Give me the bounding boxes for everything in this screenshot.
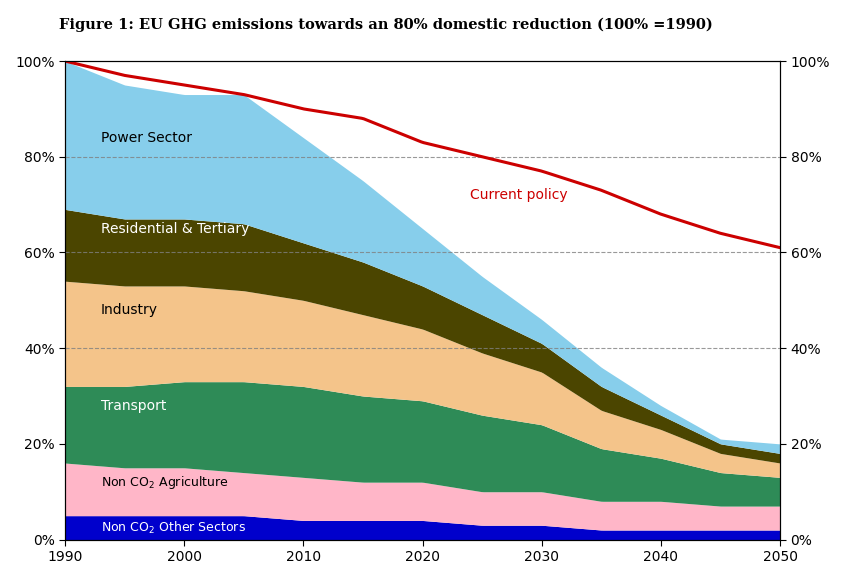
Text: Power Sector: Power Sector (100, 131, 192, 145)
Text: Residential & Tertiary: Residential & Tertiary (100, 222, 249, 236)
Text: Current policy: Current policy (469, 188, 567, 202)
Text: Non CO$_2$ Other Sectors: Non CO$_2$ Other Sectors (100, 519, 246, 536)
Text: Non CO$_2$ Agriculture: Non CO$_2$ Agriculture (100, 474, 229, 490)
Text: Transport: Transport (100, 398, 166, 413)
Text: Figure 1: EU GHG emissions towards an 80% domestic reduction (100% =1990): Figure 1: EU GHG emissions towards an 80… (59, 17, 712, 32)
Text: Industry: Industry (100, 303, 158, 317)
